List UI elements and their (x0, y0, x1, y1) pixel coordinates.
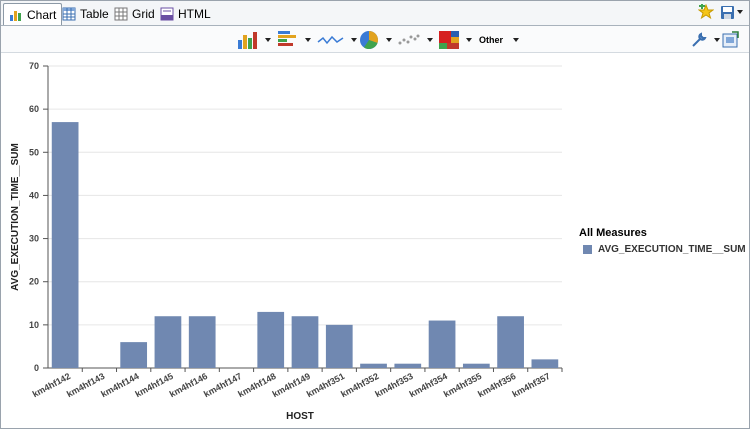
tab-html-label: HTML (178, 6, 211, 21)
x-tick-label: km4hf149 (271, 371, 312, 399)
pie-chart-icon (360, 30, 379, 50)
tab-chart-label: Chart (27, 7, 57, 22)
bar-chart-icon (10, 10, 21, 21)
x-tick-label: km4hf146 (168, 371, 209, 399)
y-tick-label: 70 (29, 61, 39, 71)
scatter-chart-button[interactable] (397, 29, 433, 51)
bar-chart-type-button[interactable] (237, 29, 271, 51)
bar (394, 363, 422, 368)
x-axis-label: HOST (286, 411, 314, 422)
chevron-down-icon (386, 38, 392, 42)
save-icon (721, 5, 734, 19)
export-chart-button[interactable] (722, 29, 740, 51)
horizontal-bar-chart-button[interactable] (277, 29, 311, 51)
chevron-down-icon (737, 10, 743, 14)
x-tick-label: km4hf351 (305, 371, 346, 399)
chevron-down-icon (466, 38, 472, 42)
x-tick-label: km4hf357 (510, 371, 551, 399)
bar (462, 363, 490, 368)
bar (428, 320, 456, 368)
y-tick-label: 40 (29, 190, 39, 200)
tab-table[interactable]: Table (57, 3, 114, 24)
y-axis-label: AVG_EXECUTION_TIME__SUM (10, 143, 21, 291)
heatmap-chart-button[interactable] (438, 29, 472, 51)
save-menu-button[interactable] (720, 5, 743, 20)
wrench-icon (692, 32, 707, 47)
x-tick-label: km4hf144 (99, 371, 140, 399)
chart-settings-button[interactable] (690, 29, 720, 51)
x-tick-label: km4hf356 (476, 371, 517, 399)
x-tick-label: km4hf353 (373, 371, 414, 399)
table-icon (62, 7, 76, 20)
line-chart-button[interactable] (317, 29, 357, 51)
y-tick-label: 60 (29, 104, 39, 114)
bar (120, 342, 148, 368)
legend-series-label: AVG_EXECUTION_TIME__SUM (598, 244, 746, 255)
x-tick-label: km4hf147 (202, 371, 243, 399)
export-icon (722, 31, 739, 48)
chevron-down-icon (714, 38, 720, 42)
html-icon (160, 7, 174, 20)
chart-toolbar: Other (1, 25, 749, 53)
x-tick-label: km4hf352 (339, 371, 380, 399)
y-tick-label: 30 (29, 234, 39, 244)
favorite-add-icon[interactable] (698, 4, 714, 20)
chevron-down-icon (265, 38, 271, 42)
chevron-down-icon (351, 38, 357, 42)
grid-icon (114, 7, 128, 20)
tab-chart[interactable]: Chart (3, 3, 63, 25)
horizontal-bar-chart-icon (278, 31, 296, 46)
bar (531, 359, 559, 368)
other-chart-types-button[interactable]: Other (479, 29, 520, 51)
y-tick-label: 50 (29, 147, 39, 157)
bar (257, 311, 285, 368)
tab-html[interactable]: HTML (155, 3, 216, 24)
tab-table-label: Table (80, 6, 109, 21)
heatmap-chart-icon (439, 31, 459, 49)
bar (188, 316, 216, 368)
legend-title: All Measures (579, 227, 647, 239)
scatter-chart-icon (398, 34, 420, 45)
x-tick-label: km4hf148 (236, 371, 277, 399)
bar (154, 316, 182, 368)
bar (360, 363, 387, 368)
x-tick-label: km4hf143 (65, 371, 106, 399)
y-tick-label: 10 (29, 320, 39, 330)
tab-grid[interactable]: Grid (109, 3, 160, 24)
bar (497, 316, 524, 368)
legend-item: AVG_EXECUTION_TIME__SUM (583, 244, 746, 255)
bar-chart: 010203040506070km4hf142km4hf143km4hf144k… (10, 61, 563, 422)
chevron-down-icon (305, 38, 311, 42)
pie-chart-button[interactable] (358, 29, 392, 51)
bar (325, 324, 353, 368)
bar (51, 122, 79, 368)
chevron-down-icon (513, 38, 520, 42)
line-chart-icon (317, 35, 344, 45)
x-tick-label: km4hf145 (134, 371, 175, 399)
x-tick-label: km4hf142 (31, 371, 72, 399)
y-tick-label: 20 (29, 277, 39, 287)
legend-swatch (583, 245, 592, 254)
chevron-down-icon (427, 38, 433, 42)
bar-chart-type-icon (238, 32, 257, 49)
view-tab-bar: Chart Table Grid (1, 1, 749, 25)
x-tick-label: km4hf355 (442, 371, 483, 399)
x-tick-label: km4hf354 (408, 371, 449, 399)
tab-grid-label: Grid (132, 6, 155, 21)
other-label: Other (479, 35, 504, 45)
view-actions (698, 4, 743, 20)
y-tick-label: 0 (34, 363, 39, 373)
bar (291, 316, 319, 368)
